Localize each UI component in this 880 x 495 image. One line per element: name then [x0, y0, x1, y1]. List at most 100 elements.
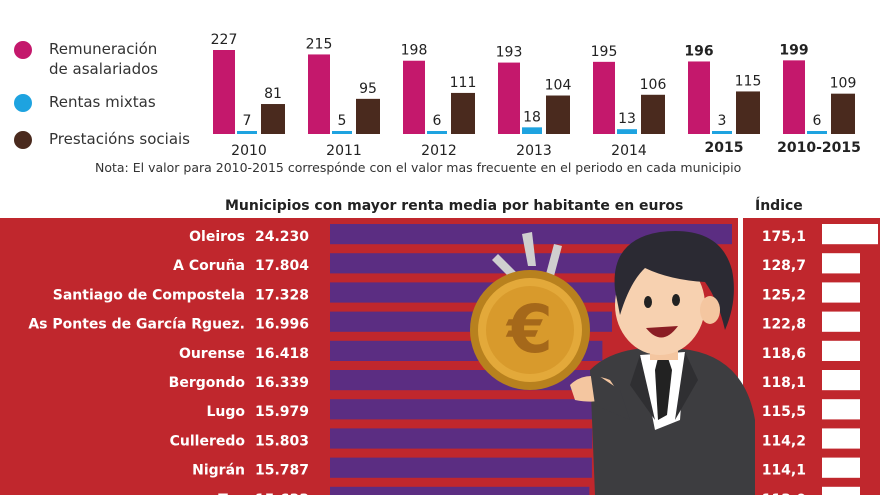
municipality-name-9: Teo — [218, 492, 245, 495]
municipality-name-5: Bergondo — [169, 375, 246, 391]
data-label-2013-series-2: 104 — [545, 78, 572, 94]
bar-2010-2015-series-2 — [831, 93, 855, 134]
category-label-2010-2015: 2010-2015 — [777, 140, 861, 156]
data-label-2010-series-1: 7 — [243, 113, 252, 129]
bar-2010-series-2 — [261, 104, 285, 134]
index-bar-1 — [822, 253, 860, 274]
legend-label-remuneracion-2: de asalariados — [49, 60, 159, 78]
index-bar-8 — [822, 457, 860, 478]
index-bar-2 — [822, 282, 860, 303]
municipality-name-6: Lugo — [206, 404, 245, 420]
bar-2013-series-1 — [522, 127, 542, 134]
municipality-name-7: Culleredo — [170, 433, 246, 449]
sparkle-icon — [492, 254, 516, 278]
sparkle-icon — [522, 232, 536, 266]
legend-label-prestacions: Prestacións sociais — [49, 130, 190, 148]
category-label-2014: 2014 — [611, 143, 647, 159]
bar-2013-series-0 — [498, 62, 520, 134]
bar-2015-series-2 — [736, 91, 760, 134]
bar-2012-series-2 — [451, 92, 475, 134]
data-label-2014-series-1: 13 — [618, 111, 636, 127]
index-bar-9 — [822, 486, 860, 495]
index-value-3: 122,8 — [762, 317, 806, 333]
index-separator — [738, 218, 743, 495]
bar-2014-series-1 — [617, 129, 637, 134]
hair-icon — [614, 231, 734, 330]
category-label-2010: 2010 — [231, 143, 267, 159]
index-value-0: 175,1 — [762, 229, 806, 245]
income-value-9: 15.633 — [255, 492, 309, 495]
data-label-2010-2015-series-1: 6 — [813, 113, 822, 129]
municipality-name-2: Santiago de Compostela — [53, 287, 245, 303]
index-bar-6 — [822, 399, 860, 420]
data-label-2014-series-2: 106 — [640, 77, 667, 93]
bar-2014-series-0 — [593, 61, 615, 134]
bar-2010-series-0 — [213, 50, 235, 134]
data-label-2012-series-0: 198 — [401, 43, 428, 59]
bottom-chart-title: Municipios con mayor renta media por hab… — [225, 198, 684, 214]
bar-2012-series-1 — [427, 131, 447, 134]
income-value-3: 16.996 — [255, 317, 309, 333]
face-icon — [615, 255, 705, 355]
data-label-2012-series-1: 6 — [433, 113, 442, 129]
category-label-2011: 2011 — [326, 143, 362, 159]
index-bar-0 — [822, 224, 878, 245]
index-column-title: Índice — [755, 198, 803, 214]
data-label-2013-series-1: 18 — [523, 109, 541, 125]
data-label-2011-series-2: 95 — [359, 81, 377, 97]
sparkle-icon — [546, 244, 562, 276]
index-value-8: 114,1 — [762, 463, 806, 479]
bar-2010-2015-series-1 — [807, 131, 827, 134]
bar-2011-series-0 — [308, 54, 330, 134]
income-value-1: 17.804 — [255, 258, 309, 274]
legend-swatch-prestacions — [14, 131, 32, 149]
municipality-name-8: Nigrán — [192, 463, 245, 479]
data-label-2015-series-1: 3 — [718, 113, 727, 129]
data-label-2014-series-0: 195 — [591, 44, 618, 60]
bar-2010-series-1 — [237, 131, 257, 134]
data-label-2012-series-2: 111 — [450, 75, 477, 91]
income-value-8: 15.787 — [255, 463, 309, 479]
data-label-2010-series-0: 227 — [211, 32, 238, 48]
municipality-name-3: As Pontes de García Rguez. — [28, 317, 245, 333]
bar-2015-series-1 — [712, 131, 732, 134]
income-bar-6 — [330, 399, 596, 420]
income-value-6: 15.979 — [255, 404, 309, 420]
bar-2014-series-2 — [641, 94, 665, 134]
bar-2012-series-0 — [403, 60, 425, 134]
index-value-7: 114,2 — [762, 433, 806, 449]
index-bar-7 — [822, 428, 860, 449]
index-value-5: 118,1 — [762, 375, 806, 391]
income-value-0: 24.230 — [255, 229, 309, 245]
income-value-5: 16.339 — [255, 375, 309, 391]
income-bar-7 — [330, 428, 593, 449]
index-bar-5 — [822, 370, 860, 391]
income-value-2: 17.328 — [255, 287, 309, 303]
category-label-2012: 2012 — [421, 143, 457, 159]
data-label-2015-series-0: 196 — [684, 43, 713, 59]
data-label-2010-2015-series-0: 199 — [779, 42, 808, 58]
data-label-2011-series-1: 5 — [338, 113, 347, 129]
bar-2011-series-2 — [356, 98, 380, 134]
category-label-2015: 2015 — [705, 140, 744, 156]
income-value-4: 16.418 — [255, 346, 309, 362]
bar-2011-series-1 — [332, 131, 352, 134]
category-label-2013: 2013 — [516, 143, 552, 159]
index-value-9: 113,0 — [762, 492, 807, 495]
tie-icon — [655, 358, 672, 420]
legend-swatch-remuneracion — [14, 41, 32, 59]
bar-2010-2015-series-0 — [783, 60, 805, 134]
svg-text:€: € — [505, 291, 553, 368]
municipality-name-0: Oleiros — [189, 229, 245, 245]
income-bar-8 — [330, 457, 592, 478]
bar-2013-series-2 — [546, 95, 570, 134]
legend-swatch-rentas — [14, 94, 32, 112]
index-value-6: 115,5 — [762, 404, 806, 420]
businessman-euro-coin-illustration: € — [470, 231, 755, 495]
income-bar-9 — [330, 486, 590, 495]
data-label-2013-series-0: 193 — [496, 45, 523, 61]
data-label-2011-series-0: 215 — [306, 36, 333, 52]
index-value-2: 125,2 — [762, 287, 806, 303]
index-value-1: 128,7 — [762, 258, 806, 274]
